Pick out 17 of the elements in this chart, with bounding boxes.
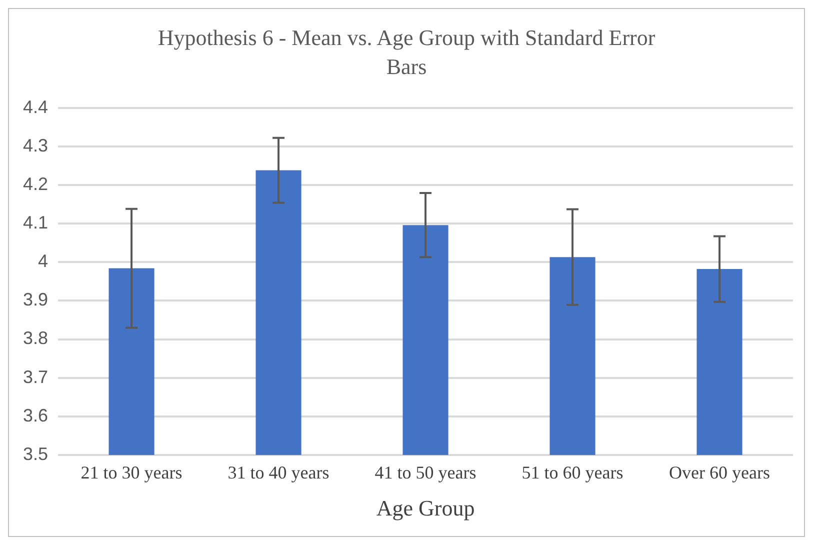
y-tick-label: 3.9 (22, 290, 48, 310)
y-tick-label: 4 (38, 251, 48, 272)
y-tick-label: 4.3 (22, 135, 48, 156)
y-tick-label: 4.2 (22, 174, 48, 194)
x-tick-label: Over 60 years (669, 462, 770, 483)
y-tick-label: 3.5 (22, 444, 48, 464)
x-axis-title: Age Group (376, 496, 475, 521)
chart-title: Hypothesis 6 - Mean vs. Age Group with Standard Error Bars (156, 24, 656, 81)
x-tick-label: 21 to 30 years (80, 462, 182, 483)
y-tick-label: 4.4 (22, 96, 48, 117)
x-tick-label: 31 to 40 years (228, 462, 330, 483)
y-tick-label: 3.8 (22, 328, 48, 348)
y-tick-label: 3.6 (22, 405, 48, 426)
y-tick-label: 4.1 (22, 212, 48, 232)
y-tick-label: 3.7 (22, 366, 48, 387)
x-tick-label: 41 to 50 years (374, 462, 476, 483)
x-tick-label: 51 to 60 years (522, 462, 624, 483)
